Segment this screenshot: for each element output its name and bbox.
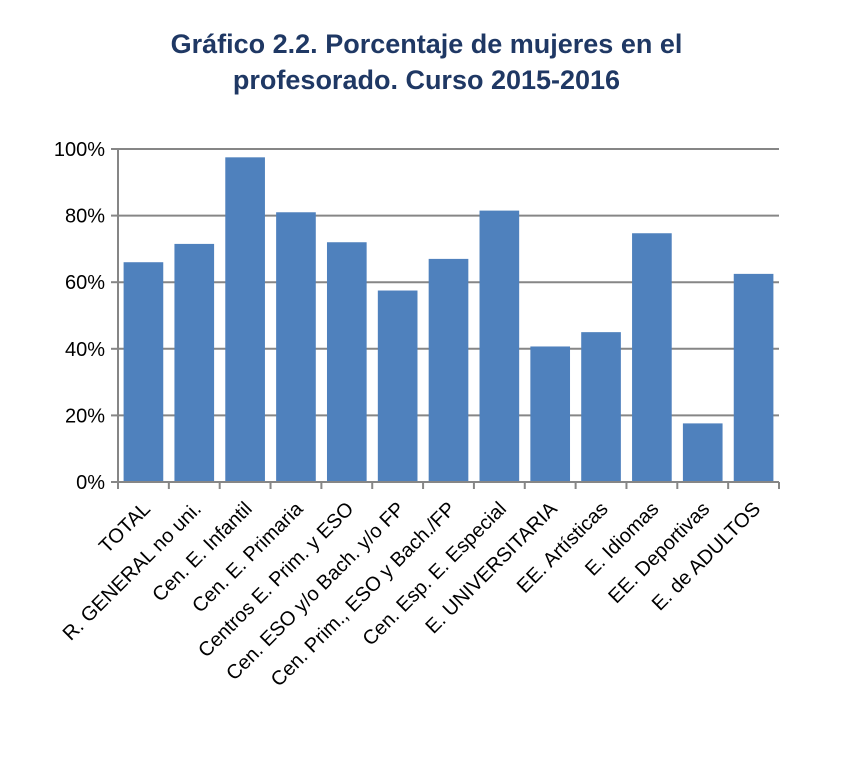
bar [581,332,621,482]
chart-title-line-2: profesorado. Curso 2015-2016 [232,65,621,95]
bar [276,212,316,482]
bar [682,423,723,482]
bar [530,346,571,482]
y-tick-label: 20% [65,405,105,427]
y-tick-label: 100% [54,139,105,161]
bar [632,233,672,482]
bar [225,157,265,482]
bar [479,210,520,483]
bar [428,258,469,482]
bar [174,243,215,482]
y-tick-label: 60% [65,272,105,294]
bar [377,290,418,482]
y-tick-labels: 0% 20% 40% 60% 80% 100% [54,139,105,494]
y-tick-label: 80% [65,206,105,228]
axes [111,148,780,489]
chart-title: Gráfico 2.2. Porcentaje de mujeres en el… [0,26,853,98]
bar [733,273,774,482]
bars [123,157,774,483]
y-tick-label: 0% [76,472,105,494]
bar [326,242,367,482]
y-tick-label: 40% [65,339,105,361]
chart-title-line-1: Gráfico 2.2. Porcentaje de mujeres en el [170,29,683,59]
bar [123,262,164,482]
